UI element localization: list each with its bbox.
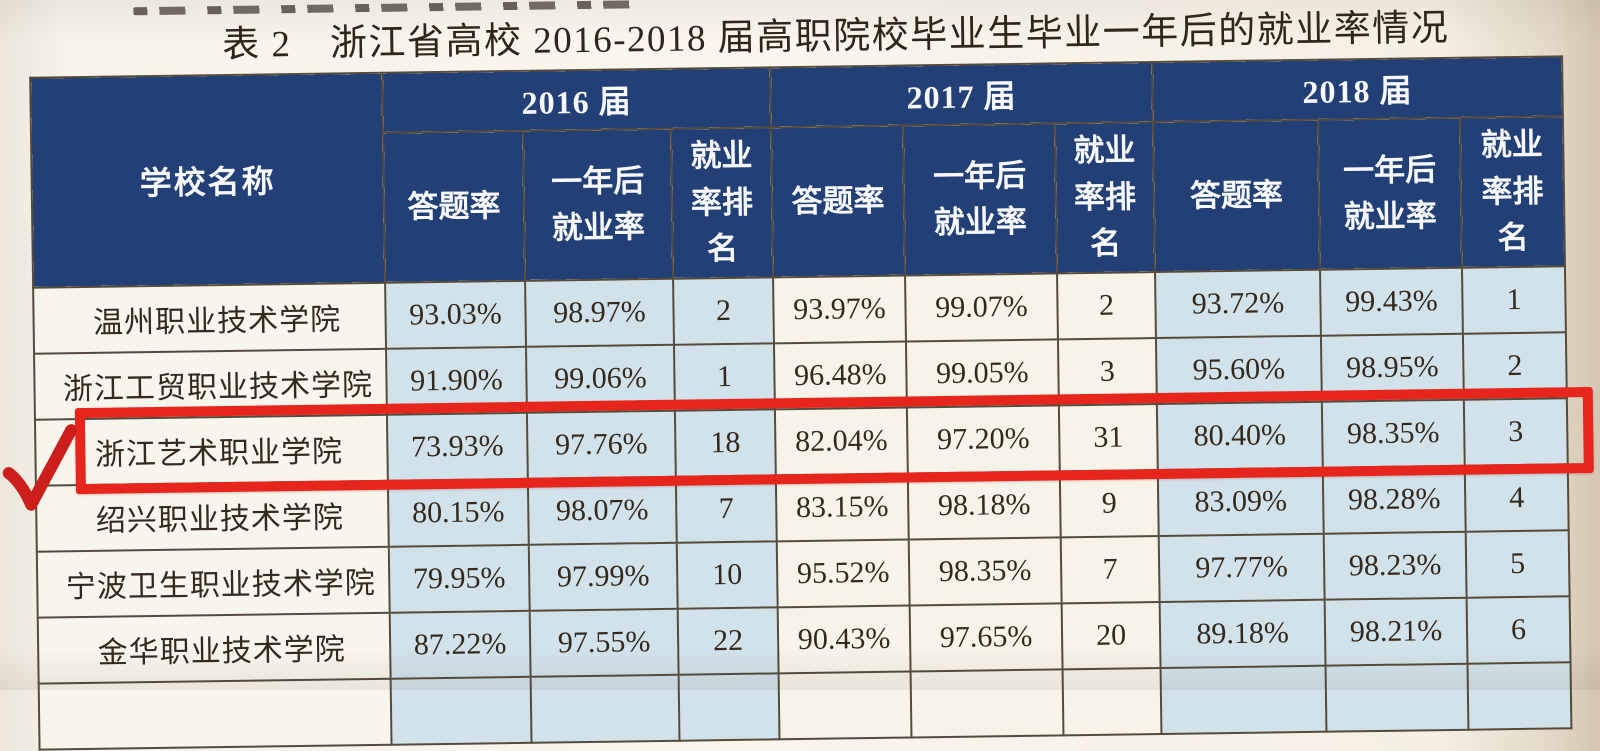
school-name-cell: 宁波卫生职业技术学院 bbox=[36, 546, 390, 618]
value-cell: 79.95% bbox=[388, 544, 530, 613]
group-header-2016: 2016 届 bbox=[382, 67, 771, 133]
value-cell: 20 bbox=[1061, 602, 1161, 670]
value-cell: 99.43% bbox=[1319, 267, 1463, 336]
school-name-cell: 温州职业技术学院 bbox=[33, 282, 387, 354]
partial-cell bbox=[38, 678, 392, 750]
value-cell: 93.03% bbox=[385, 280, 526, 349]
partial-cell bbox=[778, 671, 912, 740]
partial-cell bbox=[1062, 667, 1162, 736]
value-cell: 89.18% bbox=[1159, 599, 1326, 668]
sub-header-employment-rate-2016: 一年后就业率 bbox=[522, 128, 674, 281]
value-cell: 87.22% bbox=[389, 610, 531, 679]
value-cell: 7 bbox=[1060, 536, 1160, 604]
value-cell: 97.99% bbox=[528, 542, 678, 611]
sub-header-rank-2018: 就业率排名 bbox=[1459, 116, 1565, 268]
sub-header-rank-2016: 就业率排名 bbox=[670, 127, 774, 279]
value-cell: 97.65% bbox=[909, 603, 1063, 672]
group-header-2017: 2017 届 bbox=[770, 62, 1153, 128]
sub-header-response-rate-2016: 答题率 bbox=[382, 130, 526, 283]
value-cell: 98.97% bbox=[525, 278, 674, 347]
value-cell: 97.55% bbox=[529, 608, 679, 677]
partial-cell bbox=[1160, 665, 1327, 734]
value-cell: 98.35% bbox=[908, 537, 1062, 606]
value-cell: 5 bbox=[1465, 530, 1570, 598]
value-cell: 95.52% bbox=[776, 539, 910, 608]
value-cell: 22 bbox=[677, 607, 779, 675]
partial-cell bbox=[910, 669, 1064, 738]
partial-cell bbox=[1325, 663, 1469, 732]
school-name-cell: 金华职业技术学院 bbox=[37, 612, 391, 684]
red-checkmark-icon bbox=[2, 424, 78, 511]
sub-header-response-rate-2017: 答题率 bbox=[770, 125, 906, 278]
value-cell: 98.21% bbox=[1324, 597, 1468, 666]
sub-header-response-rate-2018: 答题率 bbox=[1152, 119, 1320, 273]
value-cell: 99.07% bbox=[905, 273, 1058, 342]
sub-header-employment-rate-2018: 一年后就业率 bbox=[1317, 117, 1462, 270]
partial-cell bbox=[678, 673, 780, 741]
value-cell: 90.43% bbox=[777, 605, 911, 674]
value-cell: 93.72% bbox=[1155, 269, 1321, 339]
value-cell: 2 bbox=[1057, 272, 1156, 340]
value-cell: 2 bbox=[673, 277, 774, 345]
value-cell: 10 bbox=[676, 541, 778, 609]
value-cell: 1 bbox=[1461, 266, 1566, 334]
sub-header-rank-2017: 就业率排名 bbox=[1054, 122, 1156, 274]
group-header-2018: 2018 届 bbox=[1152, 56, 1563, 123]
value-cell: 93.97% bbox=[773, 275, 906, 344]
sub-header-employment-rate-2017: 一年后就业率 bbox=[902, 123, 1058, 276]
school-name-header: 学校名称 bbox=[30, 72, 386, 288]
partial-cell bbox=[390, 676, 532, 745]
table-body: 温州职业技术学院 93.03% 98.97% 2 93.97% 99.07% 2 93.72%… bbox=[33, 266, 1572, 750]
partial-cell bbox=[1467, 662, 1572, 730]
value-cell: 97.77% bbox=[1158, 533, 1325, 603]
partial-cell bbox=[530, 674, 680, 743]
value-cell: 98.23% bbox=[1323, 531, 1467, 600]
value-cell: 6 bbox=[1466, 596, 1571, 664]
